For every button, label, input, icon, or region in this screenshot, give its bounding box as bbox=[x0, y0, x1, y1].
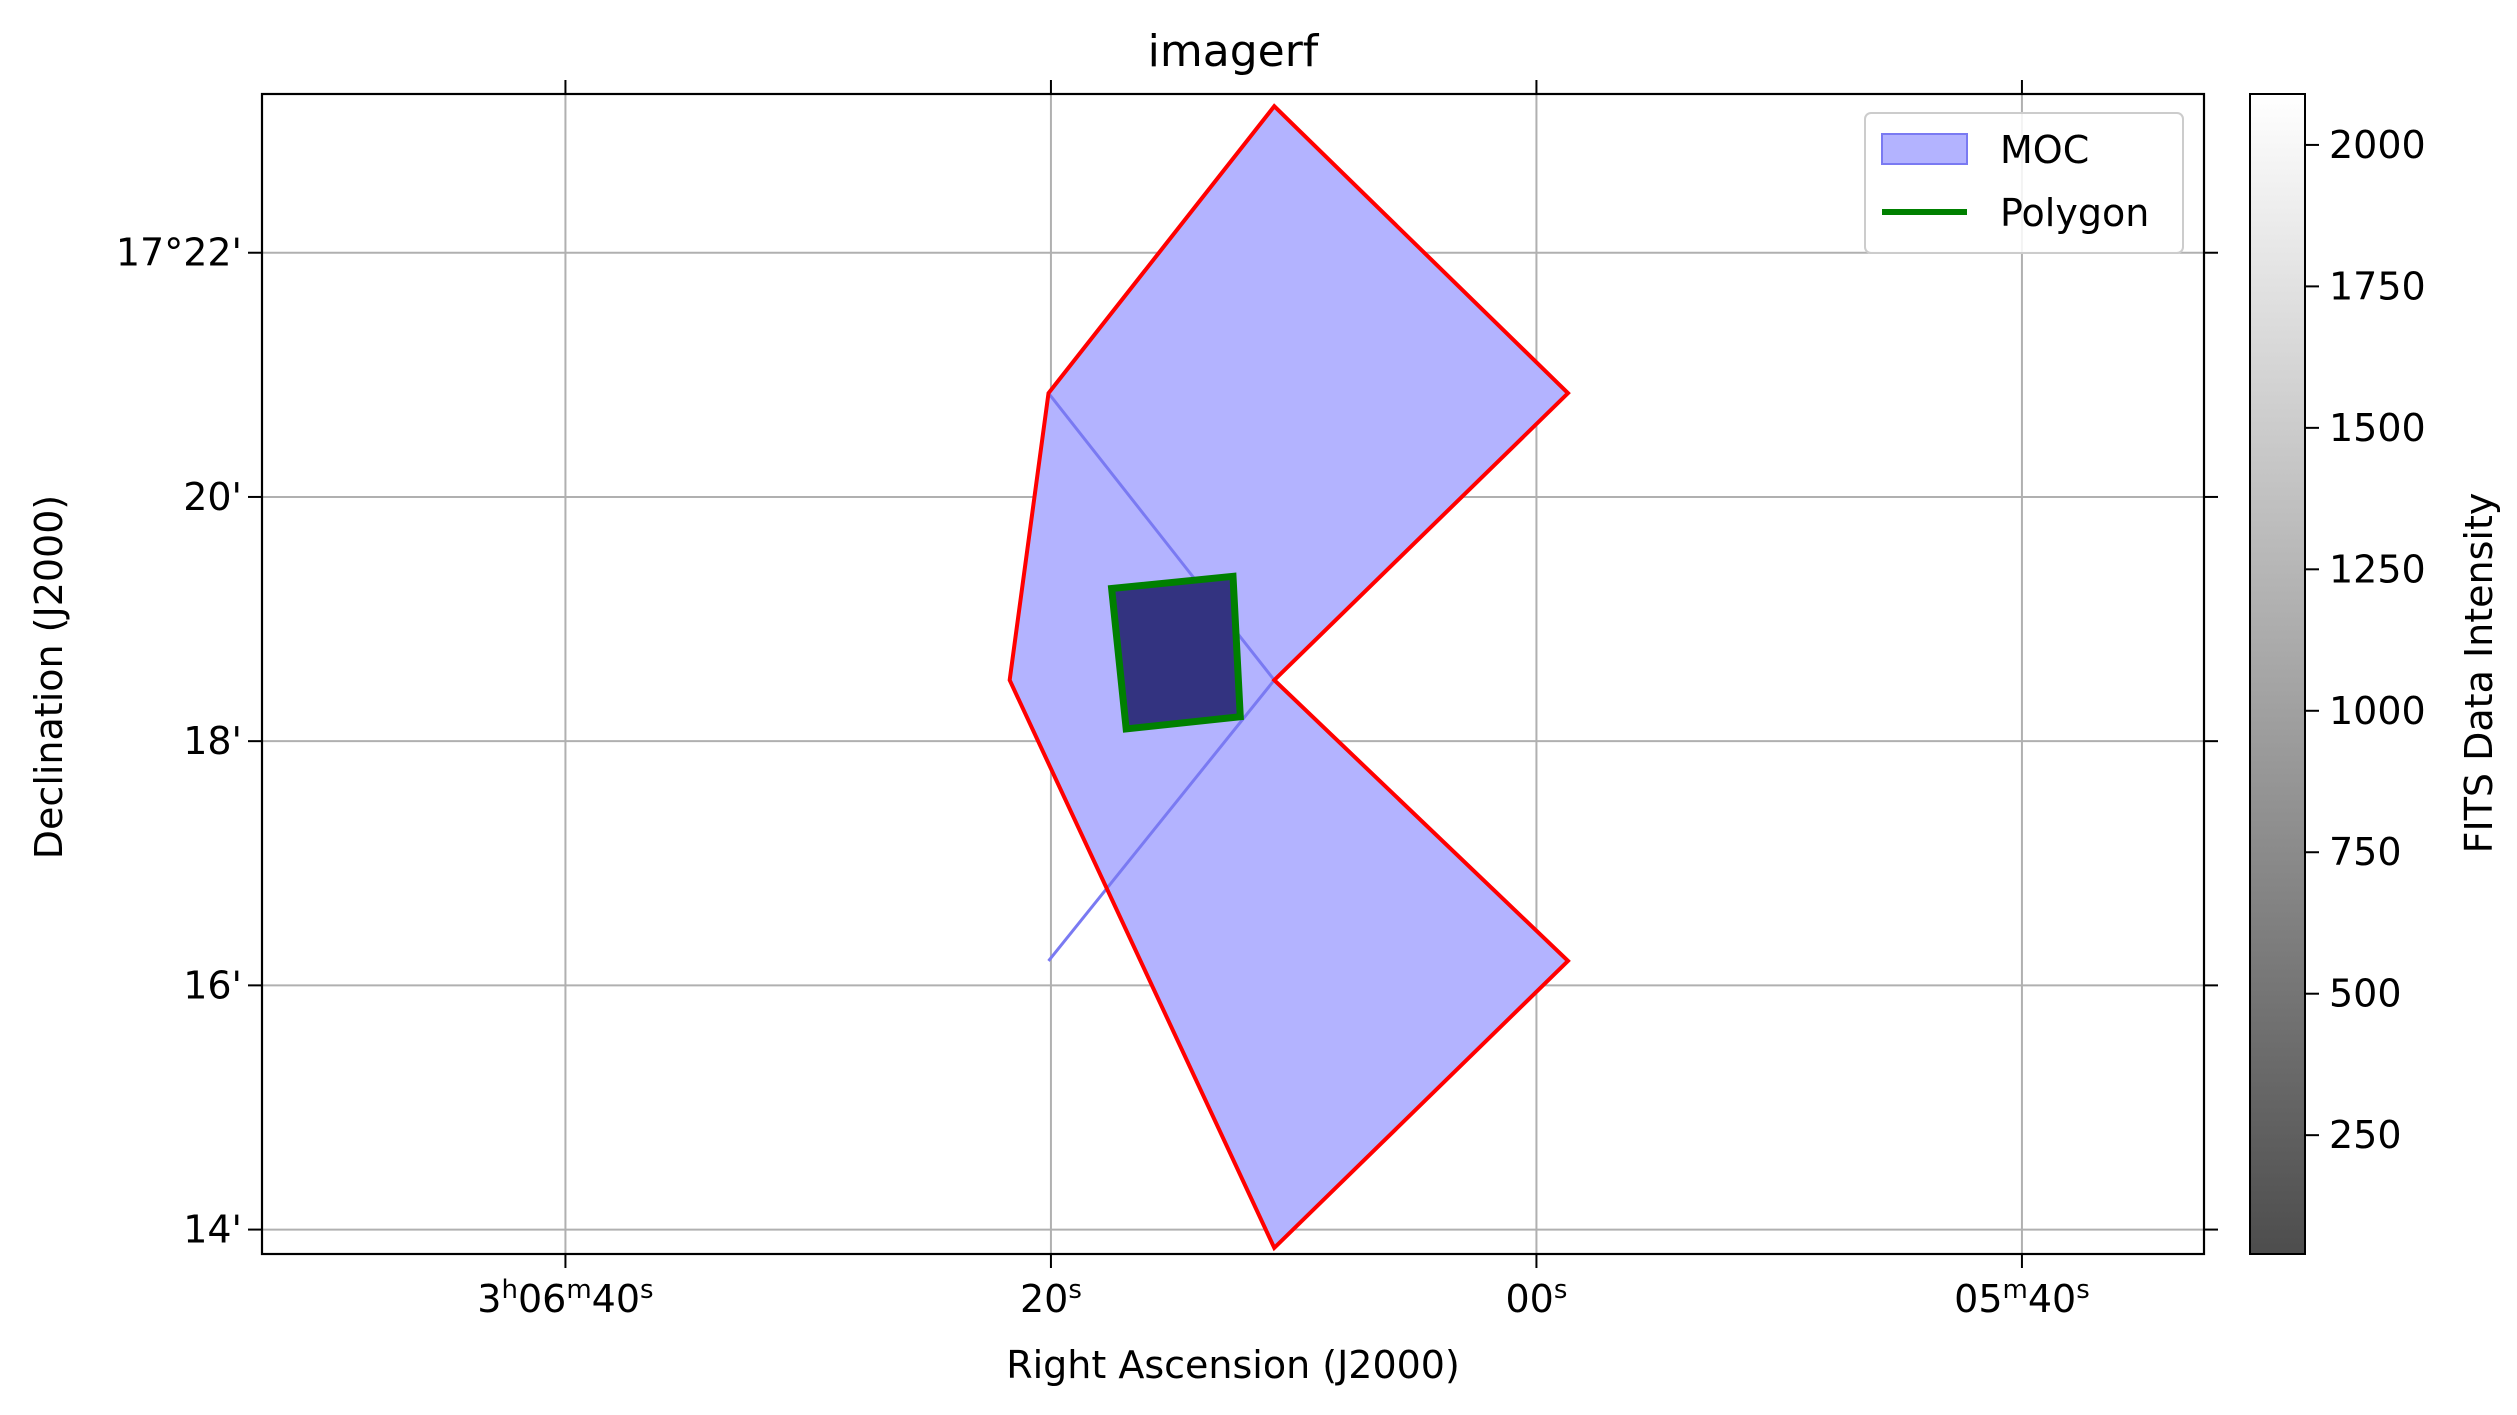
polygon-region bbox=[1107, 572, 1244, 733]
colorbar-tick-label: 250 bbox=[2329, 1113, 2402, 1157]
x-tick-label: 05m40s bbox=[1954, 1275, 2090, 1321]
axis-ticks: 3h06m40s 20s 00s 05m40s 17°22' 20' 18' 16' 14' bbox=[116, 80, 2218, 1321]
x-tick-label: 20s bbox=[1020, 1275, 1082, 1321]
legend-label-moc: MOC bbox=[2000, 128, 2089, 172]
chart-title: imagerf bbox=[1148, 26, 1320, 77]
colorbar: 250 500 750 1000 1250 1500 1750 2000 FITS Data … bbox=[2249, 93, 2501, 1255]
polygon-outline bbox=[1107, 572, 1244, 733]
legend-moc-swatch bbox=[1881, 133, 1968, 165]
y-tick-label: 17°22' bbox=[116, 231, 242, 275]
y-axis-label: Declination (J2000) bbox=[27, 495, 71, 859]
moc-region bbox=[1007, 103, 1571, 1252]
colorbar-tick-label: 1500 bbox=[2329, 406, 2426, 450]
x-tick-label: 3h06m40s bbox=[477, 1275, 653, 1321]
moc-fill bbox=[1009, 106, 1568, 1248]
colorbar-tick-label: 1750 bbox=[2329, 264, 2426, 308]
legend: MOC Polygon bbox=[1864, 112, 2184, 254]
x-tick-label: 00s bbox=[1505, 1275, 1567, 1321]
legend-label-polygon: Polygon bbox=[2000, 191, 2149, 235]
moc-cell-edge bbox=[1047, 679, 1276, 962]
colorbar-tick-label: 1250 bbox=[2329, 547, 2426, 591]
colorbar-tick-label: 750 bbox=[2329, 830, 2402, 874]
plot-frame bbox=[260, 92, 2206, 1256]
colorbar-tick-label: 1000 bbox=[2329, 689, 2426, 733]
colorbar-label: FITS Data Intensity bbox=[2457, 493, 2501, 854]
moc-outline bbox=[1007, 103, 1571, 1252]
colorbar-gradient bbox=[2249, 93, 2306, 1255]
colorbar-tick-label: 2000 bbox=[2329, 123, 2426, 167]
colorbar-ticks: 250 500 750 1000 1250 1500 1750 2000 bbox=[2305, 123, 2426, 1157]
x-axis-label: Right Ascension (J2000) bbox=[1006, 1343, 1460, 1387]
y-tick-label: 14' bbox=[183, 1208, 242, 1252]
y-tick-label: 18' bbox=[183, 719, 242, 763]
colorbar-tick-label: 500 bbox=[2329, 972, 2402, 1016]
y-tick-label: 16' bbox=[183, 963, 242, 1007]
y-tick-label: 20' bbox=[183, 475, 242, 519]
